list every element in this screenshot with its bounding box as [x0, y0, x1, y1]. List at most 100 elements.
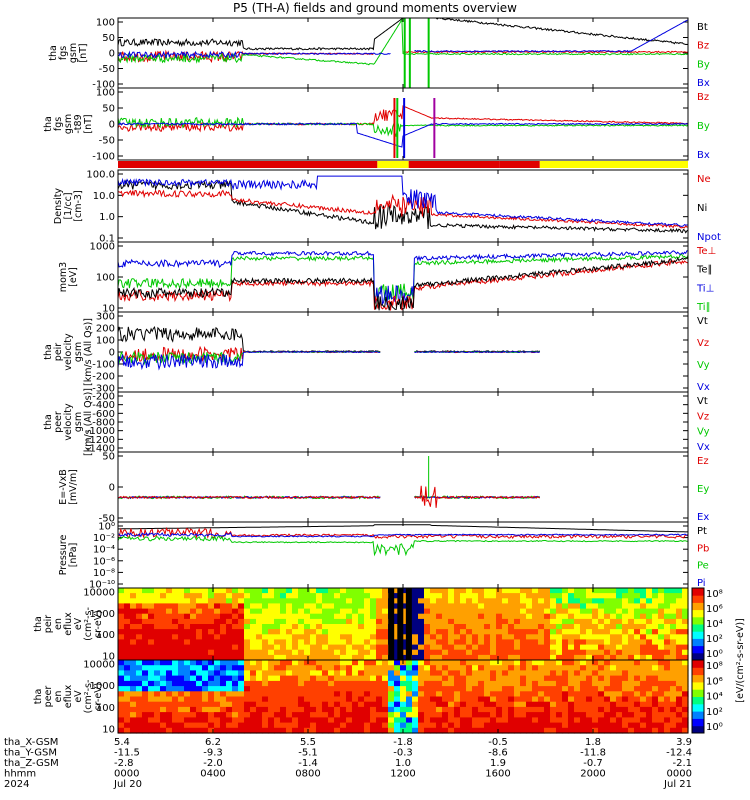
spectrogram-cell: [142, 629, 149, 635]
spectrogram-cell: [412, 727, 419, 734]
spectrogram-cell: [238, 624, 245, 630]
spectrogram-cell: [244, 660, 251, 666]
spectrogram-cell: [364, 706, 371, 713]
spectrogram-cell: [250, 727, 257, 734]
legend-entry: Pb: [697, 543, 709, 554]
y-axis-label: tha peir en eflux eV (cm²-s-sr-eV): [33, 607, 104, 641]
spectrogram-cell: [544, 665, 551, 671]
spectrogram-cell: [658, 675, 665, 682]
spectrogram-cell: [334, 588, 341, 594]
spectrogram-cell: [430, 639, 437, 646]
spectrogram-cell: [220, 680, 227, 687]
spectrogram-cell: [502, 654, 509, 661]
spectrogram-cell: [460, 706, 467, 713]
y-axis-label-line: peer: [43, 686, 54, 708]
spectrogram-cell: [532, 691, 539, 698]
spectrogram-cell: [226, 727, 233, 734]
spectrogram-cell: [298, 588, 305, 594]
spectrogram-cell: [304, 613, 311, 620]
spectrogram-cell: [460, 686, 467, 692]
spectrogram-cell: [178, 670, 185, 677]
spectrogram-cell: [358, 706, 365, 713]
spectrogram-cell: [436, 706, 443, 713]
spectrogram-cell: [472, 618, 479, 625]
spectrogram-cell: [358, 691, 365, 698]
spectrogram-cell: [154, 613, 161, 620]
spectrogram-cell: [160, 696, 167, 703]
spectrogram-cell: [304, 644, 311, 651]
spectrogram-cell: [334, 654, 341, 661]
spectrogram-cell: [214, 629, 221, 635]
spectrogram-cell: [496, 608, 503, 615]
spectrogram-cell: [436, 639, 443, 646]
spectrogram-cell: [538, 660, 545, 666]
spectrogram-cell: [382, 649, 389, 656]
spectrogram-cell: [142, 660, 149, 666]
spectrogram-cell: [502, 727, 509, 734]
spectrogram-cell: [274, 618, 281, 625]
spectrogram-cell: [244, 670, 251, 677]
spectrogram-cell: [454, 696, 461, 703]
spectrogram-cell: [670, 717, 677, 724]
spectrogram-cell: [622, 670, 629, 677]
spectrogram-cell: [124, 696, 131, 703]
spectrogram-cell: [136, 670, 143, 677]
spectrogram-cell: [460, 660, 467, 666]
spectrogram-cell: [178, 717, 185, 724]
spectrogram-cell: [184, 665, 191, 671]
spectrogram-cell: [658, 618, 665, 625]
spectrogram-cell: [232, 639, 239, 646]
spectrogram-cell: [364, 712, 371, 718]
spectrogram-cell: [298, 717, 305, 724]
spectrogram-cell: [418, 634, 425, 640]
spectrogram-cell: [652, 588, 659, 594]
spectrogram-cell: [568, 639, 575, 646]
spectrogram-cell: [286, 727, 293, 734]
spectrogram-cell: [184, 603, 191, 610]
spectrogram-cell: [322, 624, 329, 630]
spectrogram-cell: [208, 644, 215, 651]
spectrogram-cell: [286, 629, 293, 635]
spectrogram-cell: [682, 717, 689, 724]
legend-entry: Vy: [697, 360, 710, 371]
spectrogram-cell: [220, 593, 227, 599]
spectrogram-cell: [442, 706, 449, 713]
spectrogram-cell: [550, 675, 557, 682]
spectrogram-cell: [628, 680, 635, 687]
spectrogram-cell: [214, 644, 221, 651]
spectrogram-cell: [142, 727, 149, 734]
spectrogram-cell: [598, 675, 605, 682]
spectrogram-cell: [322, 618, 329, 625]
spectrogram-cell: [508, 588, 515, 594]
spectrogram-cell: [196, 706, 203, 713]
colorbar-tick-label: 10⁰: [706, 722, 723, 733]
spectrogram-cell: [130, 649, 137, 656]
spectrogram-cell: [316, 712, 323, 718]
spectrogram-cell: [598, 639, 605, 646]
spectrogram-cell: [472, 691, 479, 698]
spectrogram-cell: [202, 701, 209, 708]
spectrogram-cell: [436, 701, 443, 708]
spectrogram-cell: [424, 686, 431, 692]
spectrogram-cell: [268, 665, 275, 671]
spectrogram-cell: [178, 634, 185, 640]
spectrogram-cell: [376, 603, 383, 610]
spectrogram-cell: [256, 691, 263, 698]
spectrogram-cell: [394, 665, 401, 671]
spectrogram-cell: [160, 717, 167, 724]
spectrogram-cell: [430, 629, 437, 635]
spectrogram-cell: [622, 701, 629, 708]
legend-entry: Vt: [697, 396, 708, 407]
spectrogram-cell: [466, 680, 473, 687]
spectrogram-cell: [154, 706, 161, 713]
spectrogram-cell: [478, 649, 485, 656]
spectrogram-cell: [316, 603, 323, 610]
spectrogram-cell: [280, 654, 287, 661]
legend-entry: Ex: [697, 512, 709, 523]
series-line: [117, 250, 689, 306]
spectrogram-cell: [262, 680, 269, 687]
colorbar-tick-label: 10⁶: [706, 676, 723, 687]
spectrogram-cell: [412, 649, 419, 656]
spectrogram-cell: [478, 618, 485, 625]
spectrogram-cell: [274, 654, 281, 661]
